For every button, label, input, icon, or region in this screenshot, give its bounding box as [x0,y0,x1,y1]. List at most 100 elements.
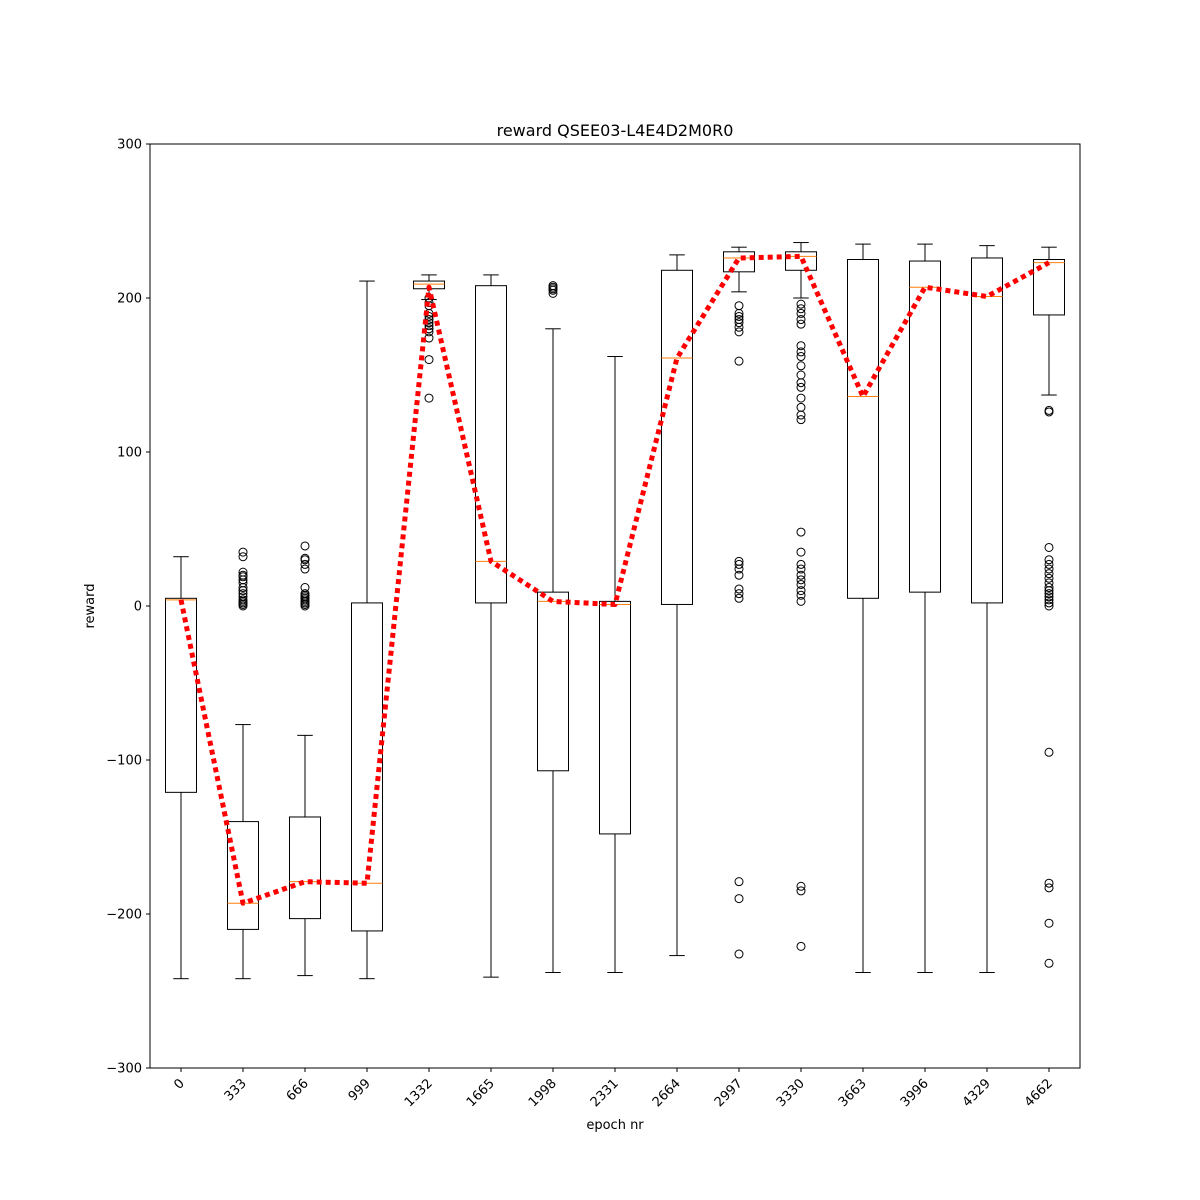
x-tick-label: 1665 [464,1076,498,1110]
box-2664 [661,254,693,957]
outlier-point [796,590,806,600]
outlier-point [796,575,806,585]
iqr-box [289,816,321,920]
outlier-point [796,308,806,318]
x-tick-label: 2664 [650,1076,684,1110]
outlier-point [796,347,806,357]
outlier-point [734,584,744,594]
outlier-point [1044,573,1054,583]
x-axis-label: epoch nr [586,1118,644,1133]
box-4662 [1033,246,1065,968]
iqr-box [1033,259,1065,316]
outlier-point [300,564,310,574]
outlier-point [796,352,806,362]
x-axis: 0 333 666 999 1332 1665 1998 2331 2664 2997 3330 36… [171,1068,1056,1110]
outlier-point [1044,555,1054,565]
iqr-box [599,600,631,835]
outlier-point [1044,883,1054,893]
x-tick-label: 3663 [836,1076,870,1110]
iqr-box [165,597,197,793]
outlier-point [1044,589,1054,599]
y-tick-label: 200 [117,292,142,307]
outlier-point [238,595,248,605]
outlier-point [300,541,310,551]
outlier-point [796,304,806,314]
y-axis: −300 −200 −100 0 100 200 300 [106,138,150,1077]
x-tick-label: 1998 [526,1076,560,1110]
outlier-point [796,382,806,392]
x-tick-label: 2997 [712,1076,746,1110]
outlier-point [796,361,806,371]
outlier-point [1044,592,1054,602]
y-tick-label: −100 [106,754,142,769]
chart-title: reward QSEE03-L4E4D2M0R0 [497,121,734,140]
outlier-point [796,319,806,329]
outlier-point [734,356,744,366]
median-trend-line [178,253,1051,906]
outlier-point [1044,569,1054,579]
outlier-point [300,559,310,569]
y-axis-label: reward [83,583,98,628]
outlier-point [796,315,806,325]
y-tick-label: 0 [134,600,142,615]
outlier-point [734,593,744,603]
outlier-point [548,281,558,291]
x-tick-label: 2331 [588,1076,622,1110]
outlier-point [734,327,744,337]
outlier-point [796,527,806,537]
outlier-point [1044,542,1054,552]
box-999 [351,280,383,980]
outlier-point [1044,601,1054,611]
outlier-point [796,341,806,351]
outlier-point [796,393,806,403]
outlier-point [300,589,310,599]
iqr-box [661,269,693,605]
outlier-point [734,589,744,599]
median-trend-line-group [178,253,1051,906]
box-3330 [785,242,817,951]
iqr-box [909,260,941,593]
outlier-point [734,877,744,887]
outlier-point [796,564,806,574]
outlier-point [734,894,744,904]
outlier-point [1044,878,1054,888]
iqr-box [227,821,259,930]
outlier-point [1044,405,1054,415]
outlier-point [734,318,744,328]
outlier-point [1044,583,1054,593]
outlier-point [796,402,806,412]
outlier-point [796,370,806,380]
outlier-point [424,321,434,331]
outlier-point [734,315,744,325]
x-tick-label: 4329 [960,1076,994,1110]
iqr-box [785,251,817,271]
outlier-point [796,881,806,891]
outlier-point [1044,564,1054,574]
iqr-box [723,251,755,273]
outlier-point [796,415,806,425]
x-tick-label: 333 [222,1076,250,1104]
outlier-point [1044,918,1054,928]
outlier-point [734,311,744,321]
outlier-point [796,596,806,606]
outlier-point [734,556,744,566]
outlier-point [300,553,310,563]
outlier-point [1044,578,1054,588]
outlier-point [238,567,248,577]
outlier-point [796,886,806,896]
outlier-point [796,547,806,557]
x-tick-label: 1332 [402,1076,436,1110]
x-tick-label: 3996 [898,1076,932,1110]
box-1998 [537,281,569,974]
iqr-box [475,285,507,604]
outlier-point [1044,559,1054,569]
iqr-box [847,259,879,599]
box-3996 [909,243,941,974]
box-333 [227,547,259,980]
outlier-point [796,579,806,589]
plot-frame [149,143,1081,1069]
outlier-point [734,559,744,569]
outlier-point [1044,747,1054,757]
x-tick-label: 0 [171,1076,187,1092]
